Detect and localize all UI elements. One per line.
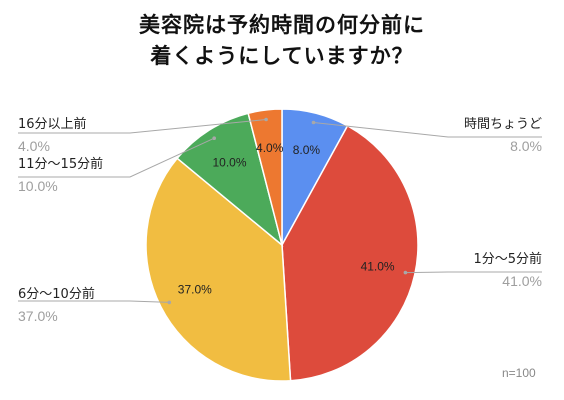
pie-callouts: 時間ちょうど 8.0% 1分～5分前 41.0% 6分～10分前 37.0% 11分～15分… [18, 116, 542, 324]
callout-category-label-1: 1分～5分前 [473, 251, 542, 267]
callout-dot-2 [167, 300, 172, 305]
callout-dot-1 [403, 270, 408, 275]
callout-category-label-0: 時間ちょうど [464, 117, 542, 132]
pie-slice-3 [176, 112, 284, 248]
chart-title-line-1: 美容院は予約時間の何分前に [139, 13, 425, 37]
callout-line-0 [313, 122, 542, 138]
slice-value-label-4: 4.0% [256, 141, 284, 155]
callout-dot-0 [311, 120, 316, 125]
callout-percent-label-3: 10.0% [18, 178, 58, 194]
callout-category-label-3: 11分～15分前 [18, 156, 103, 172]
pie-slices [145, 108, 419, 382]
callout-category-label-2: 6分～10分前 [18, 286, 95, 302]
pie-slice-1 [281, 124, 419, 382]
pie-slice-2 [145, 157, 292, 382]
callout-line-4 [18, 119, 267, 134]
callout-line-3 [18, 137, 215, 178]
slice-value-label-1: 41.0% [361, 259, 395, 273]
pie-slice-labels: 8.0% 41.0% 37.0% 10.0% 4.0% [178, 141, 395, 297]
callout-percent-label-4: 4.0% [18, 138, 50, 154]
callout-category-label-4: 16分以上前 [18, 116, 87, 132]
callout-percent-label-0: 8.0% [510, 138, 542, 154]
callout-percent-label-2: 37.0% [18, 308, 58, 324]
callout-line-1 [405, 271, 542, 274]
callout-line-2 [18, 300, 170, 303]
slice-value-label-2: 37.0% [178, 283, 212, 297]
sample-size-note: n=100 [502, 366, 536, 380]
callout-percent-label-1: 41.0% [502, 273, 542, 289]
pie-slice-4 [247, 108, 283, 246]
chart-title: 美容院は予約時間の何分前に 着くようにしていますか？ [0, 10, 564, 72]
slice-value-label-3: 10.0% [212, 155, 246, 169]
chart-title-line-2: 着くようにしていますか？ [150, 44, 414, 68]
callout-dot-3 [212, 136, 216, 140]
callout-dot-4 [264, 117, 268, 122]
slice-value-label-0: 8.0% [293, 143, 321, 157]
